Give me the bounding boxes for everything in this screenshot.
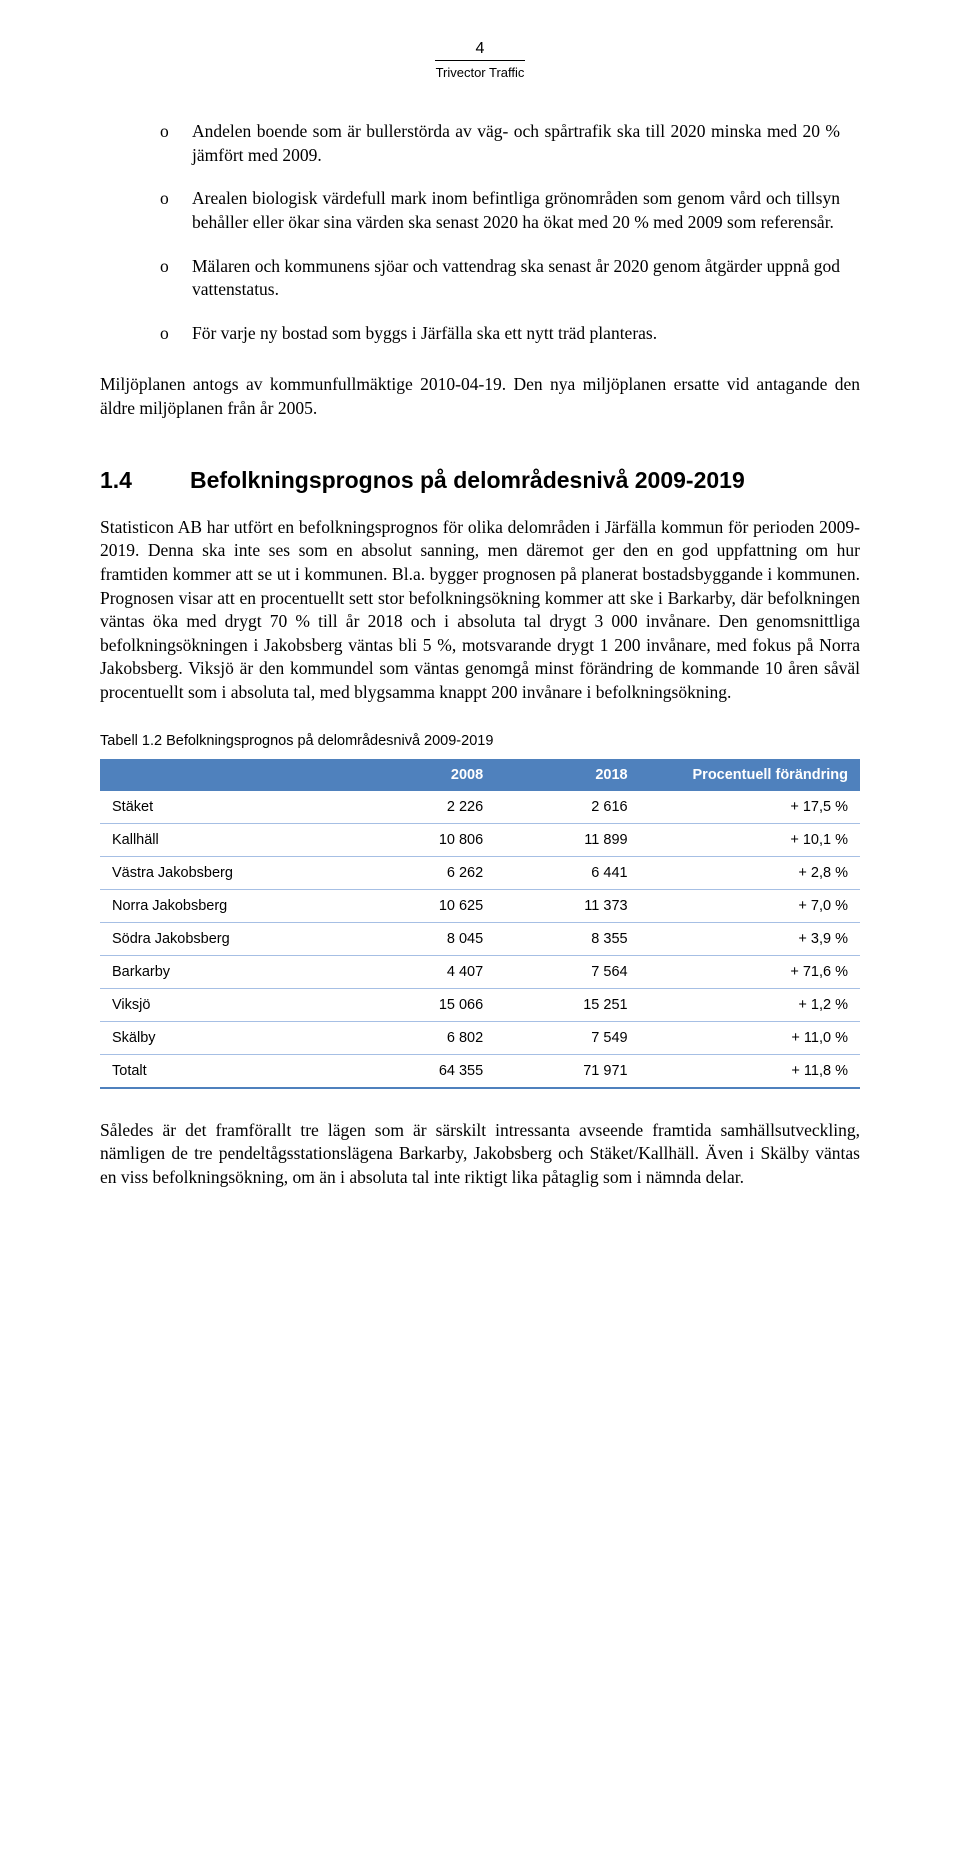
table-cell: 15 066	[351, 988, 495, 1021]
paragraph-1: Miljöplanen antogs av kommunfullmäktige …	[100, 373, 860, 420]
bullet-item: oMälaren och kommunens sjöar och vattend…	[160, 255, 840, 302]
table-cell: 11 373	[495, 889, 639, 922]
page-header: 4 Trivector Traffic	[100, 40, 860, 80]
table-cell: 6 441	[495, 856, 639, 889]
bullet-marker: o	[160, 120, 192, 167]
bullet-item: oAndelen boende som är bullerstörda av v…	[160, 120, 840, 167]
table-header-cell: Procentuell förändring	[640, 760, 860, 790]
header-underline	[435, 60, 525, 61]
bullet-text: Arealen biologisk värdefull mark inom be…	[192, 187, 840, 234]
table-cell: + 10,1 %	[640, 823, 860, 856]
table-cell: 7 549	[495, 1021, 639, 1054]
page-number: 4	[100, 40, 860, 58]
bullet-item: oFör varje ny bostad som byggs i Järfäll…	[160, 322, 840, 346]
table-cell: Skälby	[100, 1021, 351, 1054]
paragraph-3: Således är det framförallt tre lägen som…	[100, 1119, 860, 1190]
table-row: Viksjö15 06615 251+ 1,2 %	[100, 988, 860, 1021]
table-cell: Södra Jakobsberg	[100, 922, 351, 955]
section-number: 1.4	[100, 467, 190, 494]
table-cell: Norra Jakobsberg	[100, 889, 351, 922]
bullet-text: Andelen boende som är bullerstörda av vä…	[192, 120, 840, 167]
table-row: Södra Jakobsberg8 0458 355+ 3,9 %	[100, 922, 860, 955]
table-cell: 7 564	[495, 955, 639, 988]
table-header-cell: 2008	[351, 760, 495, 790]
table-row: Barkarby4 4077 564+ 71,6 %	[100, 955, 860, 988]
table-cell: + 2,8 %	[640, 856, 860, 889]
table-cell: + 71,6 %	[640, 955, 860, 988]
table-cell: Totalt	[100, 1054, 351, 1088]
section-title: Befolkningsprognos på delområdesnivå 200…	[190, 467, 860, 494]
table-row: Stäket2 2262 616+ 17,5 %	[100, 790, 860, 824]
table-cell: Stäket	[100, 790, 351, 824]
table-cell: 11 899	[495, 823, 639, 856]
table-cell: Kallhäll	[100, 823, 351, 856]
table-cell: + 11,8 %	[640, 1054, 860, 1088]
table-cell: + 7,0 %	[640, 889, 860, 922]
table-caption: Tabell 1.2 Befolkningsprognos på delområ…	[100, 733, 860, 749]
table-cell: 71 971	[495, 1054, 639, 1088]
bullet-item: oArealen biologisk värdefull mark inom b…	[160, 187, 840, 234]
population-table: 20082018Procentuell förändring Stäket2 2…	[100, 759, 860, 1089]
table-cell: 6 802	[351, 1021, 495, 1054]
table-cell: 64 355	[351, 1054, 495, 1088]
table-cell: Barkarby	[100, 955, 351, 988]
bullet-marker: o	[160, 255, 192, 302]
table-cell: + 1,2 %	[640, 988, 860, 1021]
table-cell: 6 262	[351, 856, 495, 889]
table-row: Totalt64 35571 971+ 11,8 %	[100, 1054, 860, 1088]
table-header-cell	[100, 760, 351, 790]
table-cell: 10 806	[351, 823, 495, 856]
table-cell: 8 355	[495, 922, 639, 955]
bullet-list: oAndelen boende som är bullerstörda av v…	[160, 120, 840, 345]
table-row: Kallhäll10 80611 899+ 10,1 %	[100, 823, 860, 856]
table-cell: + 3,9 %	[640, 922, 860, 955]
bullet-text: För varje ny bostad som byggs i Järfälla…	[192, 322, 840, 346]
table-row: Västra Jakobsberg6 2626 441+ 2,8 %	[100, 856, 860, 889]
bullet-marker: o	[160, 322, 192, 346]
table-cell: 4 407	[351, 955, 495, 988]
paragraph-2: Statisticon AB har utfört en befolknings…	[100, 516, 860, 705]
table-cell: 2 226	[351, 790, 495, 824]
table-cell: + 11,0 %	[640, 1021, 860, 1054]
table-cell: Viksjö	[100, 988, 351, 1021]
section-heading: 1.4 Befolkningsprognos på delområdesnivå…	[100, 467, 860, 494]
bullet-marker: o	[160, 187, 192, 234]
table-row: Skälby6 8027 549+ 11,0 %	[100, 1021, 860, 1054]
table-row: Norra Jakobsberg10 62511 373+ 7,0 %	[100, 889, 860, 922]
header-subtitle: Trivector Traffic	[100, 65, 860, 80]
table-cell: Västra Jakobsberg	[100, 856, 351, 889]
table-header-cell: 2018	[495, 760, 639, 790]
bullet-text: Mälaren och kommunens sjöar och vattendr…	[192, 255, 840, 302]
table-cell: 8 045	[351, 922, 495, 955]
table-cell: 10 625	[351, 889, 495, 922]
table-cell: + 17,5 %	[640, 790, 860, 824]
table-cell: 15 251	[495, 988, 639, 1021]
table-cell: 2 616	[495, 790, 639, 824]
